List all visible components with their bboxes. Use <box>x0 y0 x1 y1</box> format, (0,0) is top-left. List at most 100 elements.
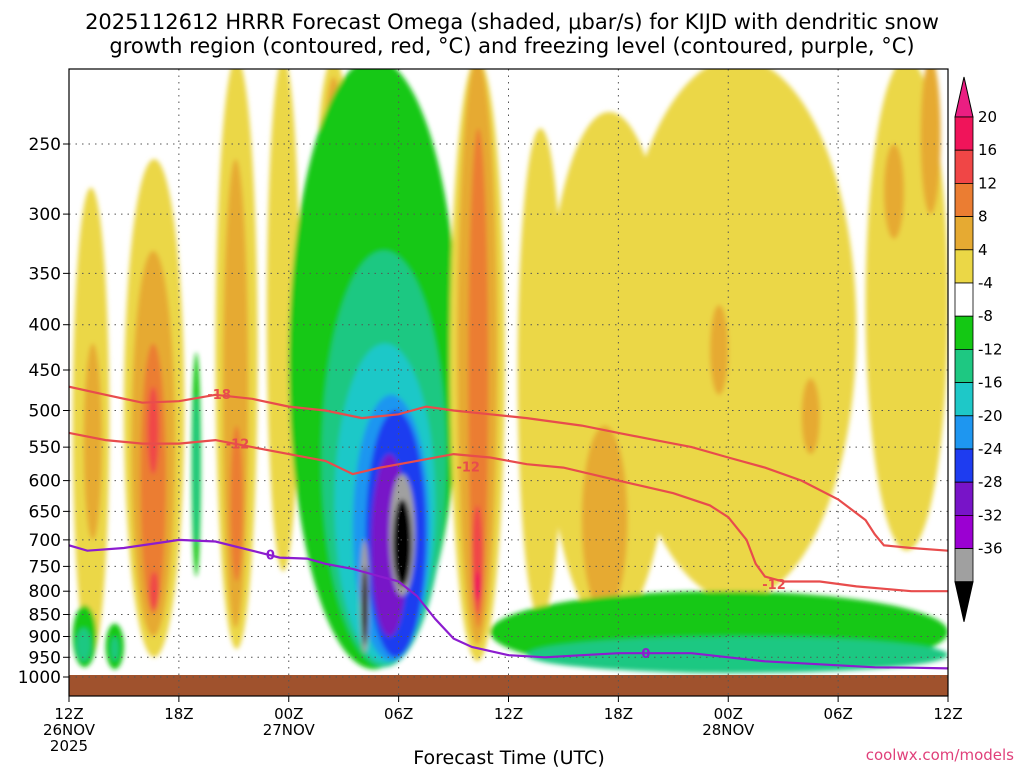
pressure-tick-label: 350 <box>29 264 61 284</box>
colorbar-label: 4 <box>978 241 988 259</box>
ground-strip <box>69 675 948 696</box>
colorbar-label: -12 <box>978 340 1003 358</box>
omega-band <box>883 144 905 239</box>
omega-band <box>801 378 820 455</box>
pressure-axis: 2503003504004505005506006507007508008509… <box>18 135 69 688</box>
colorbar-swatch <box>954 182 974 217</box>
pressure-tick-label: 550 <box>29 438 61 458</box>
chart-title-line2: growth region (contoured, red, °C) and f… <box>109 34 914 58</box>
omega-band <box>393 499 412 587</box>
omega-band <box>362 566 368 645</box>
time-tick-label: 06Z <box>823 705 852 723</box>
pressure-tick-label: 850 <box>29 606 61 626</box>
colorbar-label: -20 <box>978 407 1003 425</box>
colorbar-swatch <box>954 116 974 151</box>
colorbar-label: -8 <box>978 307 993 325</box>
contour-label: -12 <box>762 578 786 593</box>
contour-freezing <box>69 538 948 670</box>
omega-band <box>517 128 564 620</box>
time-tick-label: 27NOV <box>263 721 316 739</box>
colorbar-label: 8 <box>978 208 988 226</box>
chart-title-line1: 2025112612 HRRR Forecast Omega (shaded, … <box>85 10 939 34</box>
pressure-tick-label: 500 <box>29 402 61 422</box>
colorbar-swatch <box>954 515 974 550</box>
colorbar-swatch <box>954 282 974 317</box>
time-tick-label: 00Z <box>274 705 303 723</box>
colorbar-label: -36 <box>978 540 1003 558</box>
x-axis-label: Forecast Time (UTC) <box>413 747 604 768</box>
colorbar-label: 12 <box>978 174 997 192</box>
colorbar-label: -4 <box>978 274 993 292</box>
time-tick-label: 00Z <box>714 705 743 723</box>
time-tick-label: 18Z <box>164 705 193 723</box>
colorbar-label: 16 <box>978 141 997 159</box>
pressure-tick-label: 400 <box>29 316 61 336</box>
time-tick-label: 12Z <box>54 705 83 723</box>
temperature-contours: -18 -12 0 -12 -12 0 <box>69 385 948 670</box>
omega-shading <box>72 69 948 674</box>
colorbar-label: -24 <box>978 440 1003 458</box>
time-tick-label: 26NOV <box>43 721 96 739</box>
colorbar-swatch <box>954 249 974 284</box>
ground-surface <box>69 675 948 696</box>
omega-band <box>266 69 300 572</box>
omega-band <box>468 128 489 628</box>
pressure-tick-label: 700 <box>29 531 61 551</box>
contour-label: -12 <box>456 461 480 476</box>
pressure-tick-label: 1000 <box>18 668 61 688</box>
colorbar-swatch <box>954 415 974 450</box>
omega-band <box>193 394 200 546</box>
colorbar-swatch <box>954 216 974 251</box>
contour-minus18 <box>69 385 948 552</box>
omega-band <box>581 425 628 615</box>
pressure-tick-label: 950 <box>29 648 61 668</box>
omega-band <box>83 343 102 540</box>
time-tick-label: 28NOV <box>702 721 755 739</box>
colorbar-bottom-arrow <box>954 581 974 622</box>
colorbar-swatch <box>954 315 974 350</box>
contour-label-freezing: 0 <box>266 548 275 563</box>
plot-area: -18 -12 0 -12 -12 0 <box>69 69 948 696</box>
time-tick-label: 12Z <box>494 705 523 723</box>
pressure-tick-label: 600 <box>29 472 61 492</box>
pressure-tick-label: 300 <box>29 205 61 225</box>
omega-band <box>111 636 119 662</box>
contour-label-minus12: -12 <box>226 437 250 452</box>
omega-band <box>147 386 159 475</box>
colorbar-swatch <box>954 348 974 383</box>
omega-band <box>618 69 857 601</box>
colorbar-swatch <box>954 149 974 184</box>
omega-band <box>920 69 941 215</box>
contour-label: 0 <box>641 647 650 662</box>
time-tick-label: 12Z <box>933 705 962 723</box>
gridlines <box>69 69 948 696</box>
colorbar-swatch <box>954 448 974 483</box>
colorbar-label: -32 <box>978 506 1003 524</box>
omega-band <box>709 304 729 395</box>
colorbar: 20 16 12 8 4 -4 -8 -12 -16 -20 -24 -28 -32 -36 <box>954 76 1003 622</box>
contour-minus12 <box>69 431 948 593</box>
pressure-tick-label: 750 <box>29 557 61 577</box>
pressure-tick-label: 900 <box>29 627 61 647</box>
pressure-tick-label: 650 <box>29 502 61 522</box>
contour-label-minus18: -18 <box>207 388 231 403</box>
pressure-tick-label: 800 <box>29 582 61 602</box>
colorbar-top-arrow <box>954 76 974 118</box>
time-tick-label: 18Z <box>604 705 633 723</box>
colorbar-label: 20 <box>978 108 997 126</box>
omega-band <box>526 636 948 674</box>
omega-band <box>140 343 167 615</box>
omega-band <box>230 425 243 582</box>
colorbar-swatch <box>954 481 974 516</box>
omega-band <box>473 571 482 601</box>
time-tick-label: 2025 <box>50 737 88 755</box>
colorbar-label: -28 <box>978 473 1003 491</box>
colorbar-label: -16 <box>978 374 1003 392</box>
pressure-tick-label: 250 <box>29 135 61 155</box>
credit-text: coolwx.com/models <box>866 746 1014 764</box>
colorbar-swatch <box>954 382 974 417</box>
omega-band <box>76 627 91 662</box>
pressure-tick-label: 450 <box>29 361 61 381</box>
